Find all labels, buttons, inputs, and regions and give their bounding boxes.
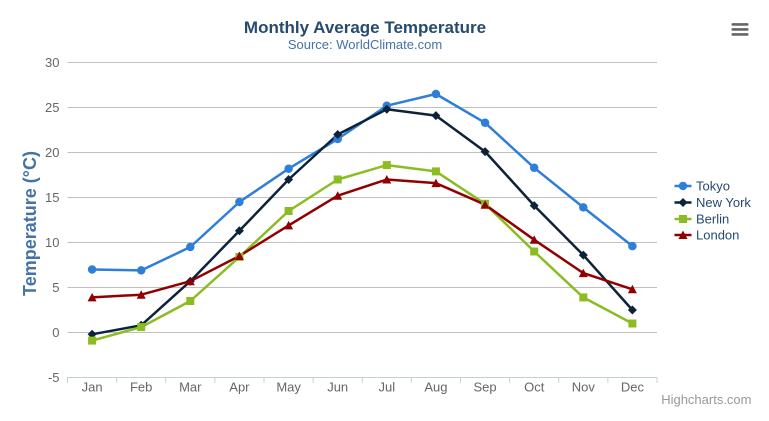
svg-text:Mar: Mar (179, 380, 202, 395)
svg-text:Highcharts.com: Highcharts.com (661, 392, 751, 407)
svg-text:Source: WorldClimate.com: Source: WorldClimate.com (288, 37, 442, 52)
svg-text:-5: -5 (48, 370, 60, 385)
svg-text:Aug: Aug (424, 380, 447, 395)
svg-text:25: 25 (45, 100, 59, 115)
svg-text:5: 5 (52, 280, 59, 295)
svg-text:Monthly Average Temperature: Monthly Average Temperature (244, 18, 486, 37)
svg-text:Temperature (°C): Temperature (°C) (20, 151, 40, 296)
svg-text:Oct: Oct (524, 380, 545, 395)
svg-text:Sep: Sep (474, 380, 497, 395)
svg-text:10: 10 (45, 235, 59, 250)
svg-text:Nov: Nov (572, 380, 596, 395)
svg-text:Jan: Jan (82, 380, 103, 395)
svg-text:Jun: Jun (327, 380, 348, 395)
svg-text:30: 30 (45, 55, 59, 70)
svg-text:Jul: Jul (378, 380, 395, 395)
svg-text:Tokyo: Tokyo (696, 179, 730, 194)
svg-text:20: 20 (45, 145, 59, 160)
svg-text:Berlin: Berlin (696, 212, 729, 227)
svg-text:New York: New York (696, 195, 751, 210)
svg-text:15: 15 (45, 190, 59, 205)
svg-text:London: London (696, 228, 739, 243)
svg-text:Apr: Apr (229, 380, 250, 395)
svg-text:Dec: Dec (621, 380, 645, 395)
svg-text:Feb: Feb (130, 380, 152, 395)
svg-text:May: May (276, 380, 301, 395)
svg-text:0: 0 (52, 325, 59, 340)
